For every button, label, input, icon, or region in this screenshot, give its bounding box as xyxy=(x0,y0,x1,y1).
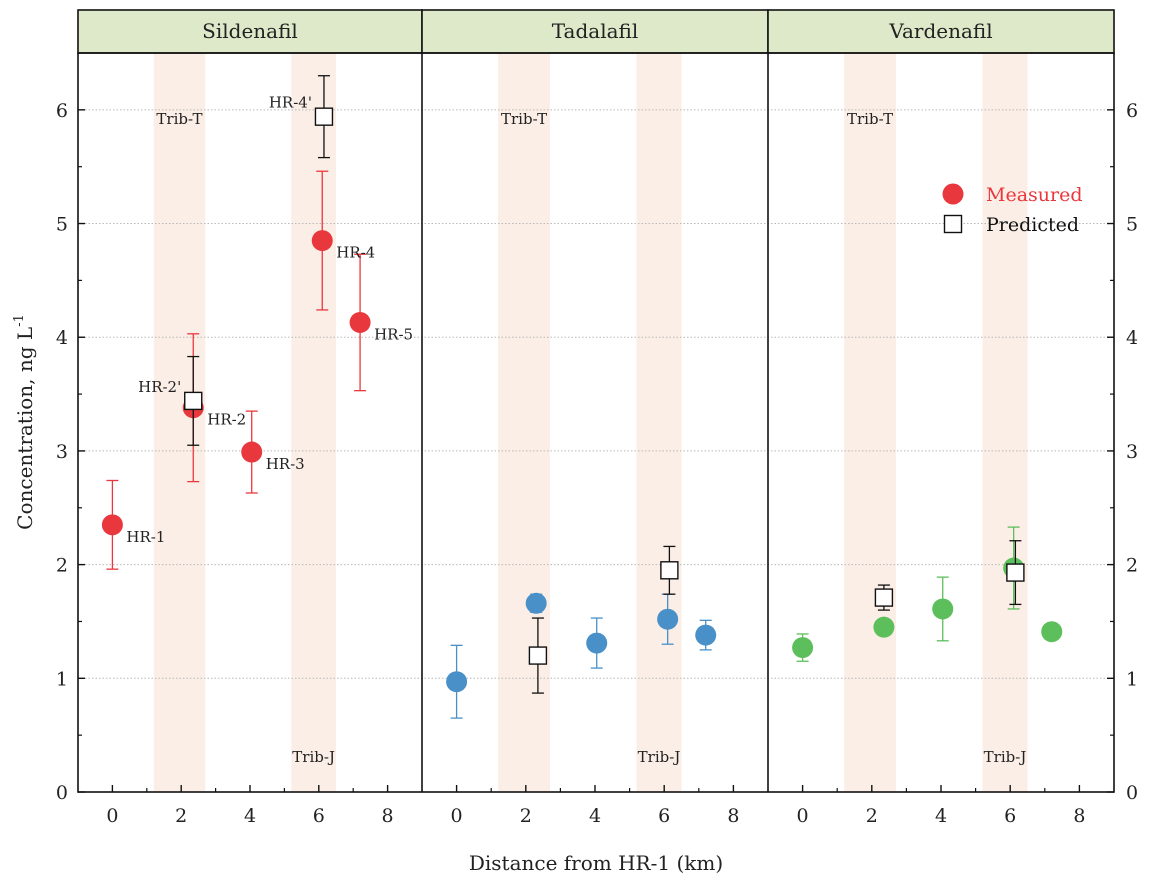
panel-2-x-tick-label-0: 0 xyxy=(797,805,809,827)
y-tick-label-right-1: 1 xyxy=(1126,668,1138,690)
panel-0-band-label-trib-t: Trib-T xyxy=(156,110,202,128)
plot-frame xyxy=(77,52,1115,793)
panel-0-measured-label-0: HR-1 xyxy=(126,528,165,546)
panel-0-measured-label-3: HR-4 xyxy=(336,244,375,262)
y-tick-label-right-0: 0 xyxy=(1126,782,1138,804)
panel-1-band-label-trib-j: Trib-J xyxy=(638,748,681,766)
frame-layer xyxy=(77,9,1115,793)
panel-1-x-tick-label-0: 0 xyxy=(451,805,463,827)
panel-1-predicted-point-1 xyxy=(660,561,679,580)
panel-0-band-trib-t xyxy=(153,53,206,792)
panel-2-measured-point-1 xyxy=(873,616,895,638)
panel-2-x-tick-label-8: 8 xyxy=(1073,805,1085,827)
y-tick-label-left-3: 3 xyxy=(56,441,68,463)
panel-2-predicted-point-0 xyxy=(874,588,894,607)
panel-1-band-trib-t xyxy=(498,53,551,792)
legend-measured-label: Measured xyxy=(986,184,1083,206)
panel-1-x-tick-label-6: 6 xyxy=(658,805,670,827)
panel-1-header xyxy=(421,9,769,54)
panel-1-measured-point-3 xyxy=(657,608,679,630)
text-layer: Trib-T Trib-J Sildenafil 0 2 4 6 8 HR-1 HR-2 HR-3 H… xyxy=(12,19,1138,875)
panel-0-x-tick-label-0: 0 xyxy=(106,805,118,827)
y-tick-label-left-0: 0 xyxy=(56,782,68,804)
y-axis-title: Concentration, ng L-1 xyxy=(12,314,37,530)
tributary-bands xyxy=(153,53,1028,792)
y-tick-label-right-4: 4 xyxy=(1126,327,1138,349)
panel-1-x-tick-label-2: 2 xyxy=(520,805,532,827)
panel-0-predicted-label-0: HR-2' xyxy=(138,378,181,396)
panel-1-measured-point-0 xyxy=(446,671,468,693)
panel-2-band-label-trib-t: Trib-T xyxy=(847,110,893,128)
panel-0-measured-point-3 xyxy=(311,230,333,252)
panel-2-header xyxy=(767,9,1115,54)
x-axis-title: Distance from HR-1 (km) xyxy=(469,851,723,875)
y-tick-label-left-6: 6 xyxy=(56,100,68,122)
panel-2-band-trib-t xyxy=(844,53,897,792)
legend-predicted-marker xyxy=(943,214,963,234)
panel-2-x-tick-label-6: 6 xyxy=(1004,805,1016,827)
panel-2-predicted-point-1 xyxy=(1006,563,1025,582)
panel-1-measured-point-2 xyxy=(586,632,608,654)
panel-0-measured-point-0 xyxy=(101,514,123,536)
panel-0-measured-label-2: HR-3 xyxy=(266,455,305,473)
legend-measured-marker xyxy=(942,183,964,205)
y-tick-label-left-1: 1 xyxy=(56,668,68,690)
panel-1-measured-point-1 xyxy=(525,592,547,614)
y-tick-label-right-5: 5 xyxy=(1126,214,1138,236)
panel-1-band-trib-j xyxy=(636,53,682,792)
panel-2-band-trib-j xyxy=(982,53,1028,792)
panel-2-measured-point-2 xyxy=(932,598,954,620)
panel-1-x-tick-label-4: 4 xyxy=(589,805,601,827)
panel-2-band-label-trib-j: Trib-J xyxy=(984,748,1027,766)
panel-0-band-trib-j xyxy=(291,53,336,792)
panel-1-x-tick-label-8: 8 xyxy=(727,805,739,827)
y-axis-title-main: Concentration, ng L xyxy=(13,327,37,530)
panel-1-predicted-point-0 xyxy=(528,646,548,665)
data-layer xyxy=(101,75,1063,719)
panel-2-x-tick-label-2: 2 xyxy=(866,805,878,827)
panel-2-title: Vardenafil xyxy=(888,19,992,43)
panel-0-x-tick-label-2: 2 xyxy=(175,805,187,827)
legend: Measured Predicted xyxy=(942,183,1083,236)
panel-1-measured-point-4 xyxy=(695,624,717,646)
panel-0-band-label-trib-j: Trib-J xyxy=(292,748,335,766)
panel-0-measured-label-1: HR-2 xyxy=(207,411,246,429)
y-tick-label-right-2: 2 xyxy=(1126,555,1138,577)
panel-0-predicted-point-0 xyxy=(184,391,203,411)
panel-0-predicted-point-1 xyxy=(314,107,334,126)
panel-0-measured-label-4: HR-5 xyxy=(374,325,413,343)
panel-0-x-tick-label-6: 6 xyxy=(313,805,325,827)
y-tick-label-left-5: 5 xyxy=(56,214,68,236)
panel-2-measured-point-0 xyxy=(792,637,814,659)
legend-predicted-label: Predicted xyxy=(986,214,1079,236)
panel-1-band-label-trib-t: Trib-T xyxy=(501,110,547,128)
panel-0-x-tick-label-8: 8 xyxy=(382,805,394,827)
panel-0-x-tick-label-4: 4 xyxy=(244,805,256,827)
y-tick-label-left-2: 2 xyxy=(56,555,68,577)
panel-1-title: Tadalafil xyxy=(552,19,639,43)
y-axis-title-superscript: -1 xyxy=(12,314,27,327)
panel-2-measured-point-4 xyxy=(1041,621,1063,643)
panel-0-title: Sildenafil xyxy=(202,19,298,43)
y-tick-label-left-4: 4 xyxy=(56,327,68,349)
panel-0-measured-point-2 xyxy=(241,441,263,463)
panel-0-measured-point-4 xyxy=(349,311,371,333)
y-tick-label-right-6: 6 xyxy=(1126,100,1138,122)
y-tick-label-right-3: 3 xyxy=(1126,441,1138,463)
gridlines xyxy=(78,109,1114,679)
panel-0-predicted-label-1: HR-4' xyxy=(269,94,312,112)
panel-2-x-tick-label-4: 4 xyxy=(935,805,947,827)
